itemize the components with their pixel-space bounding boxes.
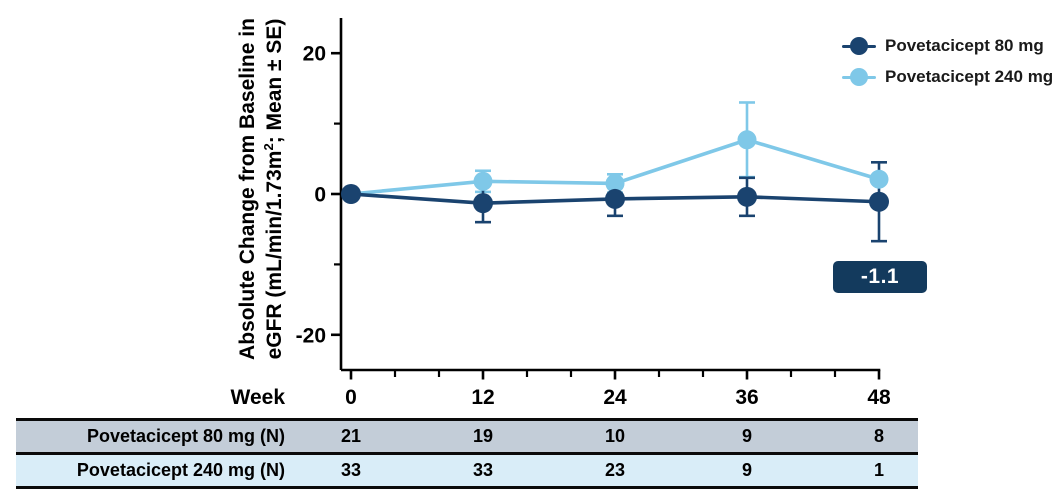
x-tick-label: 0 bbox=[345, 386, 357, 409]
legend-item-pove-240mg: Povetacicept 240 mg bbox=[842, 67, 1053, 87]
series-markers-240mg bbox=[341, 130, 889, 204]
table-row-80mg: Povetacicept 80 mg (N) 21 19 10 9 8 bbox=[16, 421, 918, 452]
series-markers-80mg bbox=[341, 184, 889, 214]
table-cell: 21 bbox=[340, 426, 362, 446]
n-by-week-table: Povetacicept 80 mg (N) 21 19 10 9 8 Pove… bbox=[16, 418, 918, 489]
data-point bbox=[473, 171, 493, 191]
data-point bbox=[473, 193, 493, 214]
table-cell: 1 bbox=[873, 460, 884, 480]
table-cell: 19 bbox=[472, 426, 494, 446]
table-cell: 9 bbox=[741, 460, 752, 480]
x-tick-label: 48 bbox=[867, 386, 891, 409]
data-point bbox=[341, 184, 361, 204]
table-row-label: Povetacicept 240 mg (N) bbox=[76, 460, 285, 480]
y-tick-label: 20 bbox=[303, 43, 326, 66]
legend-dot-80mg bbox=[850, 37, 868, 55]
table-cell: 10 bbox=[604, 426, 626, 446]
legend-marker-240mg-icon bbox=[842, 68, 876, 86]
legend-dot-240mg bbox=[850, 68, 868, 86]
legend-label-80mg: Povetacicept 80 mg bbox=[885, 36, 1044, 55]
value-annotation-badge: -1.1 bbox=[833, 261, 927, 293]
y-tick-label: -20 bbox=[296, 324, 326, 347]
legend-item-pove-80mg: Povetacicept 80 mg bbox=[842, 36, 1053, 56]
data-point bbox=[737, 186, 757, 207]
x-axis-label: Week bbox=[230, 386, 285, 409]
table-cell: 9 bbox=[741, 426, 752, 446]
x-tick-label: 36 bbox=[735, 386, 758, 409]
table-cell: 23 bbox=[604, 460, 626, 480]
chart-legend: Povetacicept 80 mg Povetacicept 240 mg bbox=[842, 36, 1053, 87]
data-point bbox=[737, 130, 757, 150]
x-tick-label: 12 bbox=[471, 386, 494, 409]
y-tick-label: 0 bbox=[314, 184, 326, 207]
egfr-line-chart: 20 0 -20 0 12 24 36 48 bbox=[296, 18, 891, 409]
table-cell: 8 bbox=[873, 426, 884, 446]
x-tick-label: 24 bbox=[603, 386, 627, 409]
data-point bbox=[869, 191, 889, 212]
table-row-label: Povetacicept 80 mg (N) bbox=[86, 426, 285, 446]
data-point bbox=[605, 173, 625, 193]
table-row-240mg: Povetacicept 240 mg (N) 33 33 23 9 1 bbox=[16, 452, 918, 486]
data-point bbox=[869, 169, 889, 189]
legend-marker-80mg-icon bbox=[842, 37, 876, 55]
legend-label-240mg: Povetacicept 240 mg bbox=[885, 67, 1054, 86]
table-cell: 33 bbox=[340, 460, 362, 480]
table-cell: 33 bbox=[472, 460, 494, 480]
data-point bbox=[605, 188, 625, 209]
